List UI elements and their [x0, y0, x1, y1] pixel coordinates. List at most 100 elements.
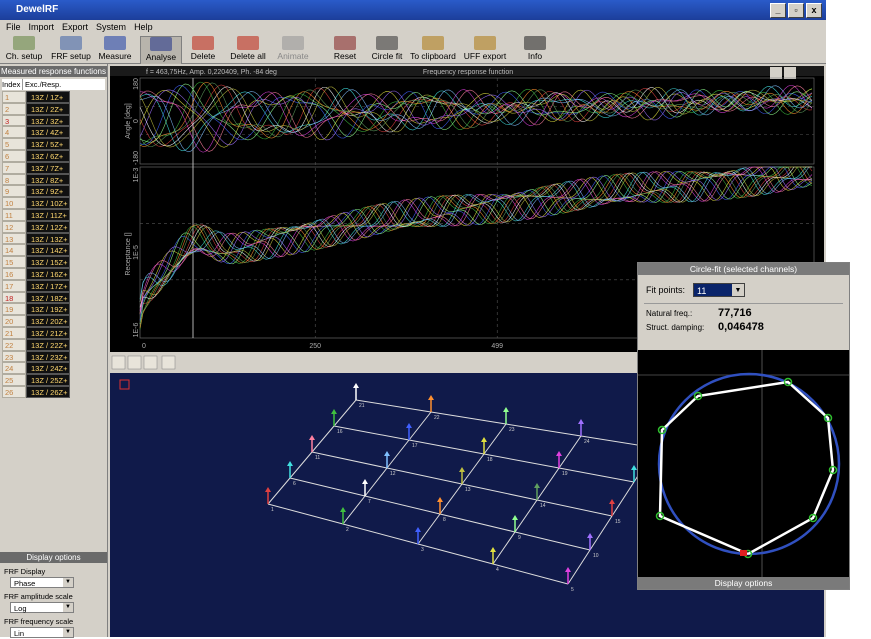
node-label: 12: [390, 471, 396, 477]
menu-item[interactable]: Import: [28, 22, 55, 32]
fit-point: [828, 465, 838, 475]
toolbar-button[interactable]: UFF export: [462, 36, 508, 63]
arrow-head: [384, 451, 390, 456]
x-tick-label: 250: [309, 343, 321, 350]
arrow-head: [578, 419, 584, 424]
toolbar-button[interactable]: Analyse: [140, 36, 182, 65]
frf-curve: [139, 88, 813, 148]
menu-item[interactable]: Export: [62, 22, 89, 32]
mesh-edge: [342, 523, 419, 545]
mesh-edge: [386, 439, 410, 469]
toolbar-button[interactable]: Delete: [186, 36, 220, 63]
channel-row[interactable]: 26 13Z / 26Z+: [2, 385, 105, 398]
dropdown-arrow[interactable]: ▼: [732, 284, 745, 296]
option-select[interactable]: Phase ▼: [10, 577, 74, 588]
toolbar-label: Animate: [277, 51, 309, 61]
panel-header: Circle-fit (selected channels): [638, 263, 849, 275]
channel-row[interactable]: 2 13Z / 2Z+: [2, 102, 105, 115]
toolbar-button[interactable]: Ch. setup: [4, 36, 44, 63]
damping-row: Struct. damping: 0,046478: [646, 321, 849, 333]
row-label: 13Z / 22Z+: [26, 338, 70, 351]
arrow-head: [309, 435, 315, 440]
mesh-edge: [461, 483, 538, 501]
mesh-edge: [514, 531, 591, 551]
minimize[interactable]: _: [770, 3, 786, 18]
channel-row[interactable]: 22 13Z / 22Z+: [2, 338, 105, 351]
channel-row[interactable]: 13 13Z / 13Z+: [2, 232, 105, 245]
arrow-head: [556, 451, 562, 456]
toolbar-button[interactable]: Circle fit: [370, 36, 404, 63]
row-label: 13Z / 15Z+: [26, 256, 70, 268]
row-label: 13Z / 20Z+: [26, 315, 70, 327]
node-label: 8: [443, 517, 446, 523]
channel-row[interactable]: 18 13Z / 18Z+: [2, 291, 105, 304]
channel-row[interactable]: 16 13Z / 16Z+: [2, 267, 105, 280]
maximize[interactable]: ▫: [788, 3, 804, 18]
row-label: 13Z / 2Z+: [26, 102, 70, 115]
dropdown-arrow[interactable]: ▼: [63, 628, 73, 637]
channel-row[interactable]: 15 13Z / 15Z+: [2, 256, 105, 268]
row-label: 13Z / 26Z+: [26, 385, 70, 398]
channel-row[interactable]: 23 13Z / 23Z+: [2, 350, 105, 363]
mesh-edge: [439, 513, 516, 533]
channel-row[interactable]: 4 13Z / 4Z+: [2, 126, 105, 139]
channel-row[interactable]: 1 13Z / 1Z+: [2, 91, 105, 103]
y-axis-title: Angle [deg]: [125, 103, 132, 138]
channel-row[interactable]: 5 13Z / 5Z+: [2, 138, 105, 150]
channel-row[interactable]: 17 13Z / 17Z+: [2, 279, 105, 292]
toolbar-button[interactable]: Delete all: [228, 36, 268, 63]
toolbar-button[interactable]: Measure: [96, 36, 134, 63]
option-select[interactable]: Lin ▼: [10, 627, 74, 638]
plot-frame: [139, 77, 815, 165]
toolbar-button[interactable]: Animate: [274, 36, 312, 63]
channel-row[interactable]: 21 13Z / 21Z+: [2, 326, 105, 339]
menu-item[interactable]: File: [6, 22, 21, 32]
channel-row[interactable]: 9 13Z / 9Z+: [2, 185, 105, 198]
toolbar-button[interactable]: To clipboard: [410, 36, 456, 63]
mesh-edge: [289, 477, 366, 497]
row-index: 14: [2, 244, 26, 257]
frf-curve: [139, 166, 813, 315]
dropdown-arrow[interactable]: ▼: [63, 603, 73, 612]
channel-row[interactable]: 19 13Z / 19Z+: [2, 303, 105, 316]
node-label: 11: [315, 455, 320, 461]
toolbar-button[interactable]: FRF setup: [50, 36, 92, 63]
channel-row[interactable]: 7 13Z / 7Z+: [2, 161, 105, 174]
channel-row[interactable]: 11 13Z / 11Z+: [2, 208, 105, 221]
row-label: 13Z / 14Z+: [26, 244, 70, 257]
close[interactable]: x: [806, 3, 822, 18]
channel-row[interactable]: 24 13Z / 24Z+: [2, 362, 105, 375]
view-tool: [143, 355, 158, 370]
toolbar-icon: [60, 36, 82, 50]
menu-item[interactable]: Help: [134, 22, 153, 32]
channel-row[interactable]: 3 13Z / 3Z+: [2, 114, 105, 127]
row-index: 19: [2, 303, 26, 316]
channel-row[interactable]: 14 13Z / 14Z+: [2, 244, 105, 257]
channel-row[interactable]: 6 13Z / 6Z+: [2, 149, 105, 162]
row-label: 13Z / 13Z+: [26, 232, 70, 245]
freq-label: Natural freq.:: [646, 309, 693, 318]
channel-row[interactable]: 10 13Z / 10Z+: [2, 197, 105, 209]
frf-curve: [139, 166, 812, 300]
channel-row[interactable]: 8 13Z / 8Z+: [2, 173, 105, 186]
row-index: 17: [2, 279, 26, 292]
row-index: 2: [2, 102, 26, 115]
node-label: 15: [615, 519, 621, 525]
row-index: 10: [2, 197, 26, 209]
view-tool: [127, 355, 142, 370]
channel-row[interactable]: 20 13Z / 20Z+: [2, 315, 105, 327]
option-select[interactable]: Log ▼: [10, 602, 74, 613]
node-label: 3: [421, 547, 424, 553]
channel-row[interactable]: 12 13Z / 12Z+: [2, 220, 105, 233]
arrow-head: [587, 533, 593, 538]
menu-item[interactable]: System: [96, 22, 127, 32]
toolbar-button[interactable]: Info: [522, 36, 548, 63]
toolbar-button[interactable]: Reset: [328, 36, 362, 63]
fit-points-select[interactable]: 11 ▼: [693, 283, 746, 297]
dropdown-arrow[interactable]: ▼: [63, 578, 73, 587]
arrow-head: [512, 515, 518, 520]
mesh-edge: [408, 439, 485, 455]
channel-row[interactable]: 25 13Z / 25Z+: [2, 374, 105, 386]
